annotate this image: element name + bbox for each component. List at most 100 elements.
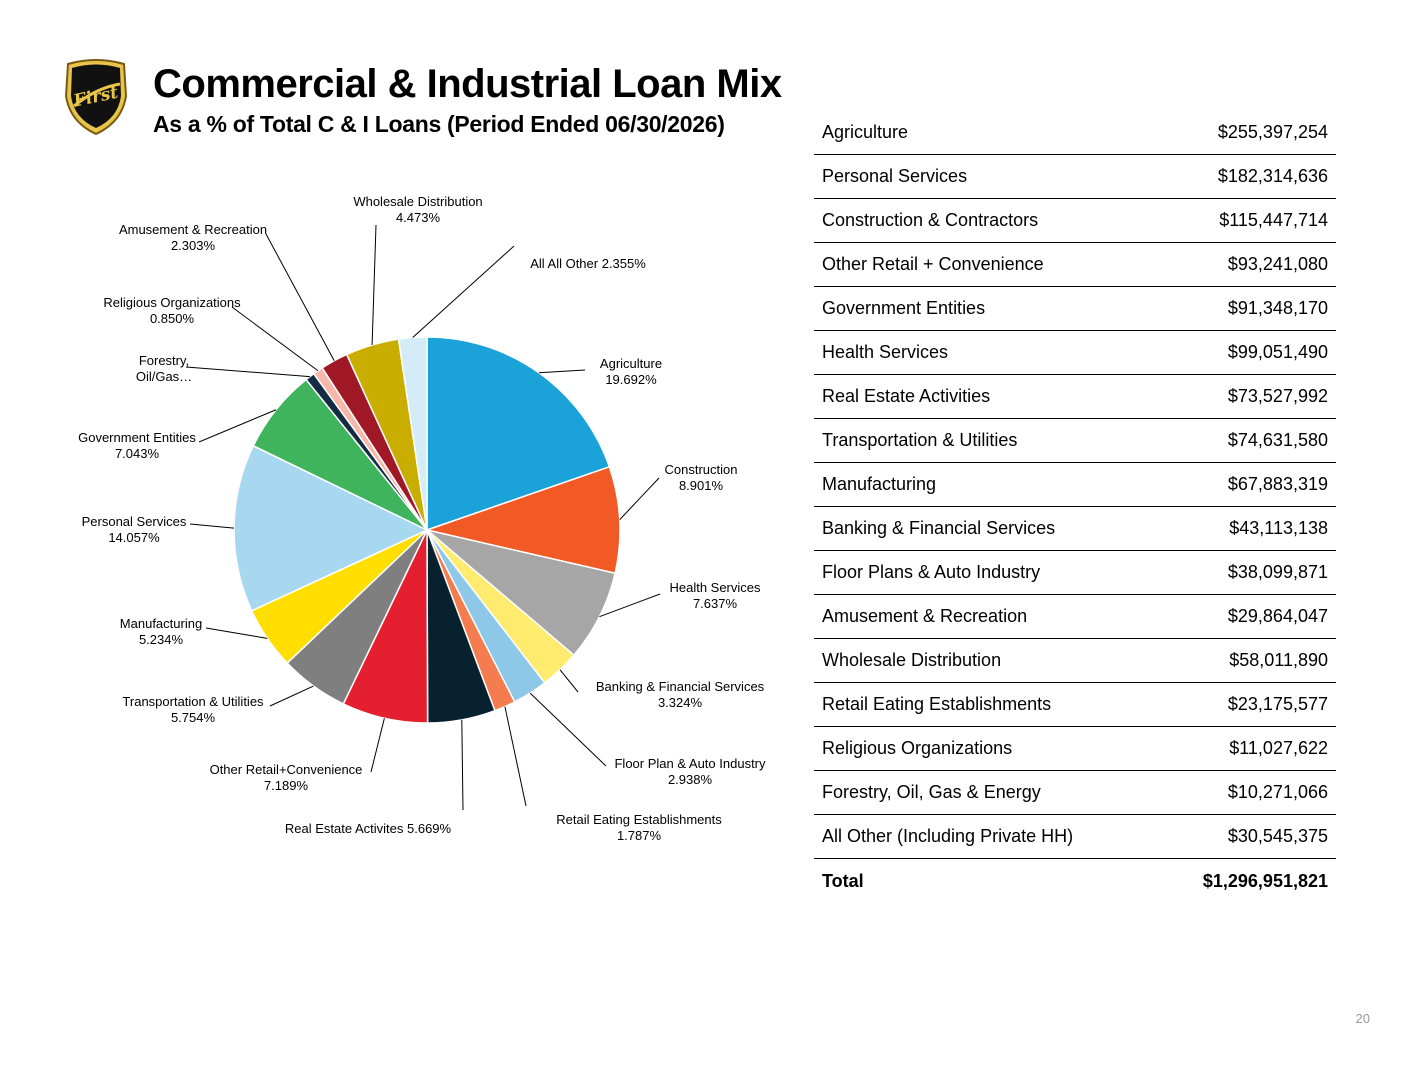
table-row: Other Retail + Convenience $93,241,080 bbox=[814, 243, 1336, 287]
row-category: All Other (Including Private HH) bbox=[822, 826, 1074, 846]
slice-label: Personal Services 14.057% bbox=[82, 514, 187, 545]
row-amount: $11,027,622 bbox=[1229, 738, 1328, 758]
slice-label: Retail Eating Establishments 1.787% bbox=[556, 812, 722, 843]
row-amount: $23,175,577 bbox=[1227, 694, 1328, 714]
slice-label-line: Government Entities bbox=[78, 430, 196, 445]
row-amount: $99,051,490 bbox=[1227, 342, 1328, 362]
slice-label: Forestry, Oil/Gas… bbox=[136, 353, 192, 384]
row-category: Floor Plans & Auto Industry bbox=[822, 562, 1041, 582]
row-amount: $67,883,319 bbox=[1227, 474, 1328, 494]
table-row: Construction & Contractors $115,447,714 bbox=[814, 199, 1336, 243]
row-category: Agriculture bbox=[822, 122, 909, 142]
row-category: Wholesale Distribution bbox=[822, 650, 1002, 670]
pie-leader-lines bbox=[185, 224, 661, 811]
slice-label-line: Construction bbox=[665, 462, 738, 477]
table-row: Religious Organizations $11,027,622 bbox=[814, 727, 1336, 771]
slice-label-line: Health Services bbox=[669, 580, 761, 595]
slice-label-line: Personal Services bbox=[82, 514, 187, 529]
row-amount: $91,348,170 bbox=[1227, 298, 1328, 318]
table-row: Transportation & Utilities $74,631,580 bbox=[814, 419, 1336, 463]
table-row: Floor Plans & Auto Industry $38,099,871 bbox=[814, 551, 1336, 595]
table-row: Forestry, Oil, Gas & Energy $10,271,066 bbox=[814, 771, 1336, 815]
table-row: Agriculture $255,397,254 bbox=[814, 111, 1336, 155]
slice-label-line: Wholesale Distribution bbox=[353, 194, 482, 209]
slice-label-line: 7.637% bbox=[693, 596, 738, 611]
leader-line bbox=[189, 523, 235, 529]
table-row: Manufacturing $67,883,319 bbox=[814, 463, 1336, 507]
slice-label: Government Entities 7.043% bbox=[78, 430, 196, 461]
row-category: Health Services bbox=[822, 342, 949, 362]
leader-line bbox=[619, 477, 660, 520]
leader-line bbox=[205, 627, 268, 639]
slice-label: Wholesale Distribution 4.473% bbox=[353, 194, 482, 225]
total-amount: $1,296,951,821 bbox=[1202, 870, 1328, 891]
slice-label: All All Other 2.355% bbox=[530, 256, 646, 271]
row-category: Personal Services bbox=[822, 166, 968, 186]
page-title: Commercial & Industrial Loan Mix bbox=[153, 62, 782, 106]
row-amount: $73,527,992 bbox=[1227, 386, 1328, 406]
slice-label-line: 5.754% bbox=[171, 710, 216, 725]
table-row: Real Estate Activities $73,527,992 bbox=[814, 375, 1336, 419]
slice-label: Amusement & Recreation 2.303% bbox=[119, 222, 267, 253]
row-amount: $93,241,080 bbox=[1227, 254, 1328, 274]
row-amount: $10,271,066 bbox=[1227, 782, 1328, 802]
leader-line bbox=[559, 669, 579, 693]
table-row: All Other (Including Private HH) $30,545,… bbox=[814, 815, 1336, 859]
slice-label: Transportation & Utilities 5.754% bbox=[122, 694, 264, 725]
table-row: Amusement & Recreation $29,864,047 bbox=[814, 595, 1336, 639]
slice-label-line: 19.692% bbox=[605, 372, 657, 387]
row-category: Forestry, Oil, Gas & Energy bbox=[822, 782, 1041, 802]
slice-label-line: Transportation & Utilities bbox=[122, 694, 264, 709]
leader-line bbox=[504, 706, 527, 807]
slice-label-line: Manufacturing bbox=[120, 616, 202, 631]
slice-label-line: 8.901% bbox=[679, 478, 724, 493]
company-logo-shield-icon: First bbox=[64, 59, 128, 136]
slice-label: Agriculture 19.692% bbox=[600, 356, 662, 387]
slice-label-line: 1.787% bbox=[617, 828, 662, 843]
slice-label-line: Banking & Financial Services bbox=[596, 679, 765, 694]
slice-label: Religious Organizations 0.850% bbox=[103, 295, 241, 326]
row-category: Other Retail + Convenience bbox=[822, 254, 1044, 274]
pie-labels: Agriculture 19.692% Construction 8.901% Heal… bbox=[78, 194, 766, 843]
leader-line bbox=[371, 224, 377, 345]
slice-label: Construction 8.901% bbox=[665, 462, 738, 493]
row-category: Manufacturing bbox=[822, 474, 937, 494]
leader-line bbox=[538, 369, 586, 374]
leader-line bbox=[599, 593, 661, 618]
table-row: Wholesale Distribution $58,011,890 bbox=[814, 639, 1336, 683]
page-number: 20 bbox=[1355, 1011, 1370, 1026]
leader-line bbox=[231, 306, 319, 372]
row-amount: $74,631,580 bbox=[1227, 430, 1328, 450]
slice-label-line: 3.324% bbox=[658, 695, 703, 710]
row-category: Amusement & Recreation bbox=[822, 606, 1028, 626]
row-amount: $38,099,871 bbox=[1227, 562, 1328, 582]
row-amount: $182,314,636 bbox=[1217, 166, 1328, 186]
leader-line bbox=[370, 718, 385, 773]
table-row: Personal Services $182,314,636 bbox=[814, 155, 1336, 199]
row-category: Government Entities bbox=[822, 298, 986, 318]
slice-label-line: All All Other 2.355% bbox=[530, 256, 646, 271]
slice-label-line: Amusement & Recreation bbox=[119, 222, 267, 237]
slice-label-line: Oil/Gas… bbox=[136, 369, 192, 384]
slice-label: Real Estate Activites 5.669% bbox=[285, 821, 452, 836]
slice-label: Other Retail+Convenience 7.189% bbox=[210, 762, 363, 793]
row-amount: $255,397,254 bbox=[1217, 122, 1328, 142]
total-label: Total bbox=[822, 870, 864, 891]
table-row: Banking & Financial Services $43,113,138 bbox=[814, 507, 1336, 551]
pie-slice bbox=[233, 444, 429, 612]
slice-label-line: Agriculture bbox=[600, 356, 662, 371]
row-category: Construction & Contractors bbox=[822, 210, 1039, 230]
loan-balances-table: Agriculture $255,397,254 Personal Services… bbox=[814, 111, 1336, 903]
slice-label-line: Other Retail+Convenience bbox=[210, 762, 363, 777]
row-amount: $30,545,375 bbox=[1227, 826, 1328, 846]
slice-label-line: 5.234% bbox=[139, 632, 184, 647]
row-category: Banking & Financial Services bbox=[822, 518, 1056, 538]
slice-label-line: Religious Organizations bbox=[103, 295, 241, 310]
slice-label-line: 4.473% bbox=[396, 210, 441, 225]
slice-label-line: Retail Eating Establishments bbox=[556, 812, 722, 827]
row-category: Retail Eating Establishments bbox=[822, 694, 1052, 714]
row-amount: $43,113,138 bbox=[1229, 518, 1328, 538]
row-amount: $115,447,714 bbox=[1219, 210, 1328, 230]
row-amount: $58,011,890 bbox=[1229, 650, 1328, 670]
pie-slices bbox=[233, 336, 621, 724]
